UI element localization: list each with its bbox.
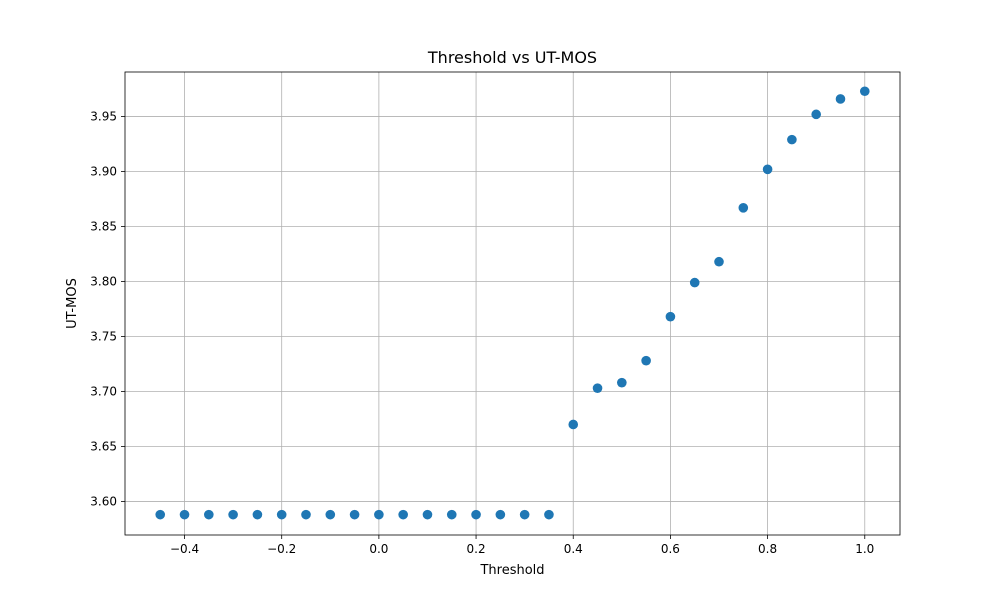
data-point bbox=[301, 509, 311, 520]
data-point bbox=[738, 203, 749, 213]
data-point bbox=[471, 509, 481, 520]
x-tick-label: 0.8 bbox=[758, 542, 777, 556]
data-point bbox=[349, 509, 360, 520]
x-tick-label: 0.4 bbox=[564, 542, 583, 556]
y-tick-label: 3.80 bbox=[90, 275, 117, 289]
data-point bbox=[811, 109, 821, 120]
y-tick-label: 3.60 bbox=[90, 494, 117, 508]
data-point bbox=[617, 377, 627, 388]
data-point bbox=[519, 509, 530, 520]
y-tick-label: 3.95 bbox=[90, 110, 117, 124]
y-tick-label: 3.90 bbox=[90, 165, 117, 179]
data-point bbox=[204, 509, 214, 520]
y-tick-label: 3.65 bbox=[90, 439, 117, 453]
data-point bbox=[252, 509, 263, 520]
y-tick-label: 3.75 bbox=[90, 329, 117, 343]
data-point bbox=[155, 509, 166, 520]
data-point bbox=[374, 509, 384, 520]
data-point bbox=[495, 509, 506, 520]
x-tick-label: −0.2 bbox=[267, 542, 296, 556]
x-tick-label: −0.4 bbox=[170, 542, 199, 556]
data-point bbox=[714, 256, 724, 267]
y-axis-label: UT-MOS bbox=[65, 278, 80, 329]
data-point bbox=[859, 86, 870, 97]
data-point bbox=[276, 509, 287, 520]
data-point bbox=[592, 383, 603, 393]
x-axis-label: Threshold bbox=[479, 563, 544, 578]
grid bbox=[125, 72, 900, 535]
data-point bbox=[228, 509, 238, 520]
data-point bbox=[665, 311, 676, 322]
data-point bbox=[641, 355, 651, 366]
y-axis-ticks: 3.60 3.65 3.70 3.75 3.80 3.85 3.90 3.95 bbox=[90, 110, 125, 508]
data-point bbox=[446, 509, 457, 520]
data-point bbox=[787, 134, 797, 145]
data-point bbox=[762, 164, 773, 175]
data-point bbox=[422, 509, 433, 520]
data-point bbox=[179, 509, 190, 520]
data-point bbox=[544, 509, 554, 520]
plot-frame bbox=[124, 71, 901, 536]
data-point bbox=[568, 419, 579, 430]
data-point bbox=[689, 277, 700, 288]
x-tick-label: 0.2 bbox=[467, 542, 486, 556]
x-tick-label: 1.0 bbox=[855, 542, 874, 556]
y-tick-label: 3.70 bbox=[90, 384, 117, 398]
chart-title: Threshold vs UT-MOS bbox=[427, 48, 597, 67]
data-point bbox=[325, 509, 336, 520]
y-tick-label: 3.85 bbox=[90, 220, 117, 234]
data-points bbox=[155, 86, 870, 520]
data-point bbox=[835, 94, 846, 104]
x-tick-label: 0.6 bbox=[661, 542, 680, 556]
x-tick-label: 0.0 bbox=[369, 542, 388, 556]
x-axis-ticks: −0.4 −0.2 0.0 0.2 0.4 0.6 0.8 1.0 bbox=[170, 535, 874, 556]
data-point bbox=[398, 509, 408, 520]
